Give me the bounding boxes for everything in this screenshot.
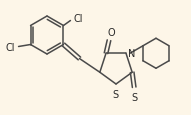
Text: Cl: Cl	[74, 14, 83, 24]
Text: S: S	[112, 89, 118, 99]
Text: S: S	[131, 92, 137, 102]
Text: O: O	[107, 28, 115, 38]
Text: Cl: Cl	[5, 43, 15, 53]
Text: N: N	[128, 49, 135, 59]
